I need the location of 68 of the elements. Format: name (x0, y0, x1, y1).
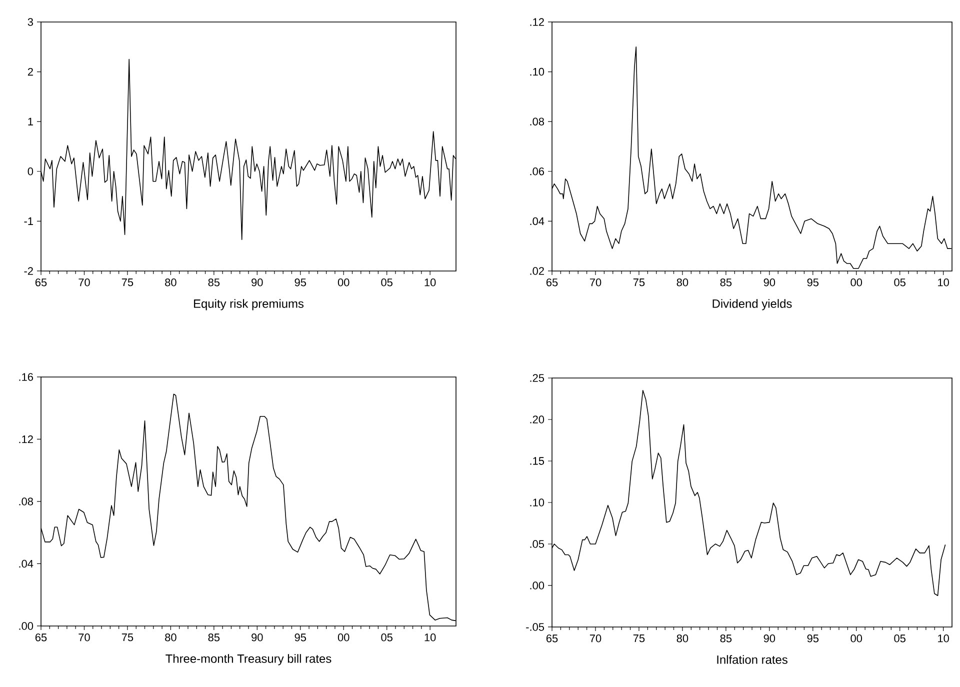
y-tick-label: .25 (530, 374, 544, 382)
x-tick-label: 95 (807, 278, 819, 286)
x-tick-label: 05 (894, 634, 906, 642)
x-tick-label: 95 (807, 634, 819, 642)
y-tick-label: -2 (24, 267, 33, 275)
x-tick-label: 90 (764, 278, 776, 286)
x-tick-label: 75 (633, 278, 645, 286)
x-axis-title: Equity risk premiums (194, 299, 304, 310)
x-tick-label: 80 (676, 278, 688, 286)
x-tick-label: 10 (938, 634, 949, 642)
x-tick-label: 95 (294, 634, 306, 642)
x-tick-label: 70 (590, 634, 602, 642)
x-tick-label: 65 (546, 634, 558, 642)
x-axis-title: Inlfation rates (717, 655, 788, 664)
y-tick-label: .08 (19, 498, 34, 506)
x-tick-label: 80 (676, 634, 688, 642)
x-tick-label: 10 (938, 278, 949, 286)
y-tick-label: .10 (530, 498, 544, 506)
x-tick-label: 80 (165, 278, 176, 286)
y-tick-label: .04 (530, 217, 544, 226)
y-tick-label: .06 (530, 168, 544, 176)
x-tick-label: 00 (338, 634, 350, 642)
x-tick-label: 85 (208, 634, 220, 642)
x-tick-label: 00 (338, 278, 350, 286)
x-tick-label: 75 (633, 634, 645, 642)
y-tick-label: .08 (530, 118, 544, 126)
x-tick-label: 70 (590, 278, 602, 286)
y-tick-label: .04 (19, 560, 34, 568)
y-tick-label: .12 (19, 435, 33, 444)
x-tick-label: 95 (294, 278, 306, 286)
x-tick-label: 65 (35, 634, 47, 642)
x-tick-label: 85 (720, 278, 732, 286)
y-tick-label: -1 (24, 217, 33, 225)
y-tick-label: .10 (530, 68, 544, 76)
y-tick-label: .12 (530, 18, 544, 26)
x-tick-label: 65 (546, 278, 558, 286)
y-tick-label: .15 (530, 457, 544, 465)
x-axis-title: Three-month Treasury bill rates (166, 654, 332, 666)
x-tick-label: 00 (850, 634, 862, 642)
x-tick-label: 05 (381, 278, 392, 286)
x-tick-label: 70 (78, 634, 90, 642)
x-tick-label: 10 (424, 278, 436, 286)
x-tick-label: 05 (381, 634, 392, 642)
x-tick-label: 65 (35, 278, 47, 286)
y-tick-label: .20 (530, 416, 544, 424)
y-tick-label: .00 (530, 582, 544, 590)
y-tick-label: .02 (530, 267, 544, 275)
y-tick-label: .16 (19, 373, 34, 381)
x-tick-label: 75 (122, 634, 134, 642)
x-tick-label: 85 (720, 634, 732, 642)
x-tick-label: 05 (894, 278, 906, 286)
x-tick-label: 90 (252, 634, 263, 642)
y-tick-label: -.05 (526, 623, 544, 631)
y-tick-label: .00 (19, 622, 34, 630)
y-tick-label: .05 (530, 540, 544, 548)
x-tick-label: 90 (252, 278, 263, 286)
x-tick-label: 00 (850, 278, 862, 286)
x-axis-title: Dividend yields (712, 299, 792, 310)
y-tick-label: 1 (28, 118, 33, 126)
x-tick-label: 70 (78, 278, 90, 286)
x-tick-label: 10 (424, 634, 436, 642)
x-tick-label: 90 (764, 634, 776, 642)
x-tick-label: 85 (208, 278, 220, 286)
y-tick-label: 0 (28, 168, 34, 176)
y-tick-label: 3 (28, 18, 34, 26)
x-tick-label: 75 (122, 278, 134, 286)
y-tick-label: 2 (28, 68, 33, 76)
x-tick-label: 80 (165, 634, 176, 642)
